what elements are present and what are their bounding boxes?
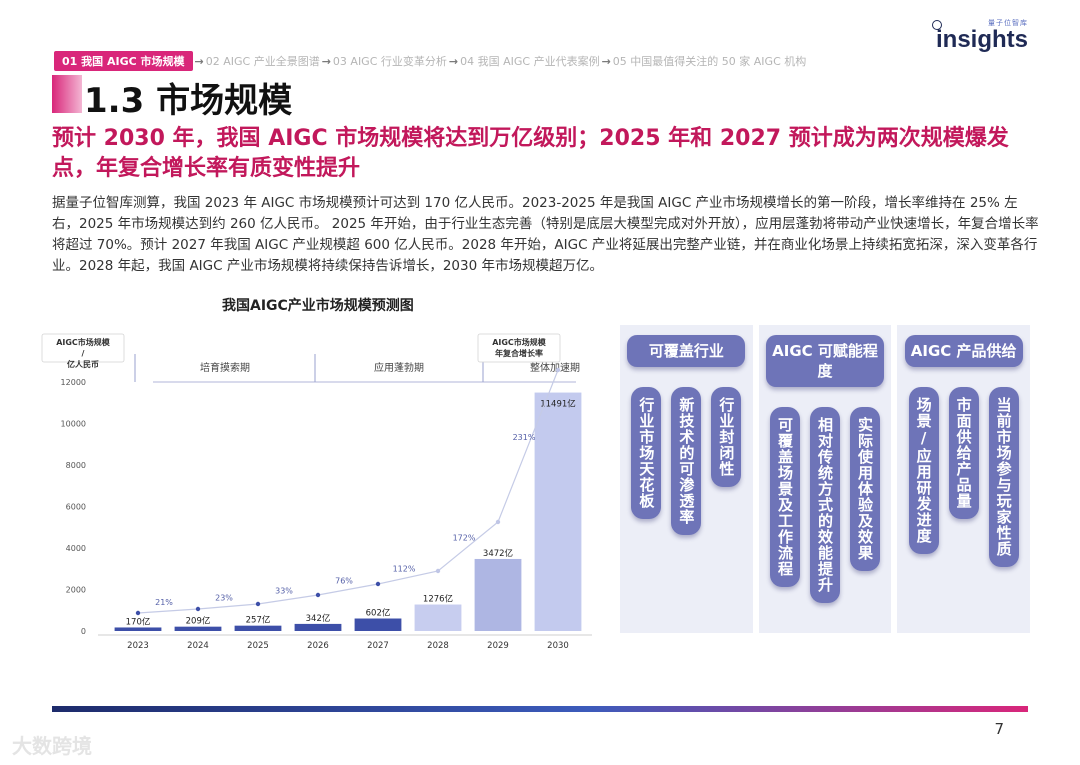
y-tick-label: 0 [81, 627, 86, 636]
factor-tag: 市面供给产品量 [948, 387, 979, 519]
bar [474, 558, 522, 631]
x-tick-label: 2025 [247, 641, 269, 651]
phase-label: 培育摸索期 [200, 361, 250, 374]
growth-point [315, 592, 321, 598]
breadcrumb-item-2[interactable]: 02 AIGC 产业全景图谱 [205, 55, 320, 68]
factor-header: AIGC 产品供给 [904, 335, 1023, 367]
bar [414, 604, 462, 631]
bar-value-label: 209亿 [186, 616, 211, 627]
factor-tag: 新技术的可渗透率 [671, 387, 702, 535]
y-tick-label: 8000 [66, 461, 86, 470]
breadcrumb-item-1[interactable]: 01 我国 AIGC 市场规模 [54, 51, 193, 71]
growth-rate-label: 231% [513, 433, 536, 442]
breadcrumb-item-3[interactable]: 03 AIGC 行业变革分析 [332, 55, 447, 68]
breadcrumb-item-4[interactable]: 04 我国 AIGC 产业代表案例 [460, 55, 600, 68]
growth-point [375, 581, 381, 587]
bar [114, 627, 162, 631]
factor-panel: 可覆盖行业 行业市场天花板 新技术的可渗透率 行业封闭性 AIGC 可赋能程度 … [620, 325, 1031, 633]
growth-rate-label: 76% [335, 577, 353, 586]
growth-rate-label: 21% [155, 598, 173, 607]
legend-bar-series-text: 亿人民币 [67, 359, 99, 369]
y-tick-label: 6000 [66, 503, 86, 512]
bar [234, 625, 282, 631]
y-tick-label: 4000 [66, 544, 86, 553]
x-tick-label: 2030 [547, 641, 569, 651]
logo-subtitle: 量子位智库 [988, 19, 1028, 27]
arrow-right-icon: → [601, 54, 611, 68]
y-tick-label: 12000 [61, 378, 86, 387]
arrow-right-icon: → [194, 54, 204, 68]
logo-dot-icon [931, 20, 942, 30]
bar [534, 392, 582, 631]
y-tick-label: 2000 [66, 586, 86, 595]
page-title: 1.3 市场规模 [84, 81, 293, 121]
chart-title: 我国AIGC产业市场规模预测图 [222, 298, 414, 314]
factor-tag: 行业市场天花板 [631, 387, 662, 519]
bar-value-label: 11491亿 [540, 399, 576, 410]
x-tick-label: 2028 [427, 641, 449, 651]
legend-line-series-text: 年复合增长率 [495, 348, 543, 358]
growth-rate-label: 23% [215, 594, 233, 603]
bar-value-label: 170亿 [126, 616, 151, 627]
growth-point [495, 519, 501, 525]
growth-rate-label: 33% [275, 587, 293, 596]
footer-divider [52, 706, 1028, 712]
legend-bar-series-box [41, 333, 125, 363]
title-accent-bar [52, 75, 82, 113]
factor-header: AIGC 可赋能程度 [766, 335, 884, 387]
factor-tag: 场景/应用研发进度 [908, 387, 939, 554]
phase-label: 整体加速期 [530, 361, 580, 374]
factor-tag: 实际使用体验及效果 [850, 407, 880, 571]
phase-label: 应用蓬勃期 [374, 361, 424, 374]
x-tick-label: 2026 [307, 641, 329, 651]
growth-rate-label: 112% [393, 565, 416, 574]
y-tick-label: 10000 [61, 420, 86, 429]
bar-value-label: 342亿 [306, 613, 331, 624]
insights-logo: 量子位智库 insights [931, 18, 1028, 54]
legend-bar-series-text: AIGC市场规模 [56, 337, 111, 347]
growth-point [255, 601, 261, 607]
growth-point [555, 367, 561, 373]
body-paragraph: 据量子位智库测算，我国 2023 年 AIGC 市场规模预计可达到 170 亿人… [52, 195, 1039, 274]
growth-point [135, 610, 141, 616]
factor-column-industry: 可覆盖行业 行业市场天花板 新技术的可渗透率 行业封闭性 [620, 325, 753, 633]
bar [354, 618, 402, 631]
x-tick-label: 2024 [187, 641, 209, 651]
growth-point [195, 606, 201, 612]
legend-line-series-text: AIGC市场规模 [492, 337, 547, 347]
growth-line [137, 369, 559, 614]
factor-tag: 当前市场参与玩家性质 [988, 387, 1019, 567]
x-tick-label: 2027 [367, 641, 389, 651]
factor-header: 可覆盖行业 [627, 335, 746, 367]
bar [174, 626, 222, 631]
arrow-right-icon: → [321, 54, 331, 68]
logo-text: insights [935, 26, 1028, 53]
breadcrumb: 01 我国 AIGC 市场规模 → 02 AIGC 产业全景图谱 → 03 AI… [54, 51, 806, 71]
legend-bar-series-text: / [82, 349, 85, 358]
bar-value-label: 3472亿 [483, 548, 513, 559]
bar [294, 623, 342, 631]
legend-line-series-box [477, 333, 561, 363]
factor-tag: 可覆盖场景及工作流程 [770, 407, 800, 587]
factor-tag: 行业封闭性 [711, 387, 742, 487]
growth-point [435, 568, 441, 574]
page-number: 7 [994, 720, 1004, 738]
breadcrumb-item-5[interactable]: 05 中国最值得关注的 50 家 AIGC 机构 [612, 55, 807, 68]
bar-value-label: 602亿 [366, 608, 391, 619]
market-size-chart: 0 2000 4000 6000 8000 10000 12000 培育摸索期 应用蓬勃期 整体加… [41, 333, 592, 651]
watermark-text: 大数跨境 [12, 734, 92, 758]
bar-value-label: 257亿 [246, 615, 271, 626]
factor-column-enablement: AIGC 可赋能程度 可覆盖场景及工作流程 相对传统方式的效能提升 实际使用体验… [758, 325, 892, 633]
x-tick-label: 2023 [127, 641, 149, 651]
growth-rate-label: 172% [453, 534, 476, 543]
x-tick-label: 2029 [487, 641, 509, 651]
factor-column-supply: AIGC 产品供给 场景/应用研发进度 市面供给产品量 当前市场参与玩家性质 [897, 325, 1031, 633]
arrow-right-icon: → [448, 54, 459, 68]
bar-value-label: 1276亿 [423, 594, 453, 605]
headline: 预计 2030 年，我国 AIGC 市场规模将达到万亿级别；2025 年和 20… [52, 126, 1009, 181]
factor-tag: 相对传统方式的效能提升 [810, 407, 840, 603]
